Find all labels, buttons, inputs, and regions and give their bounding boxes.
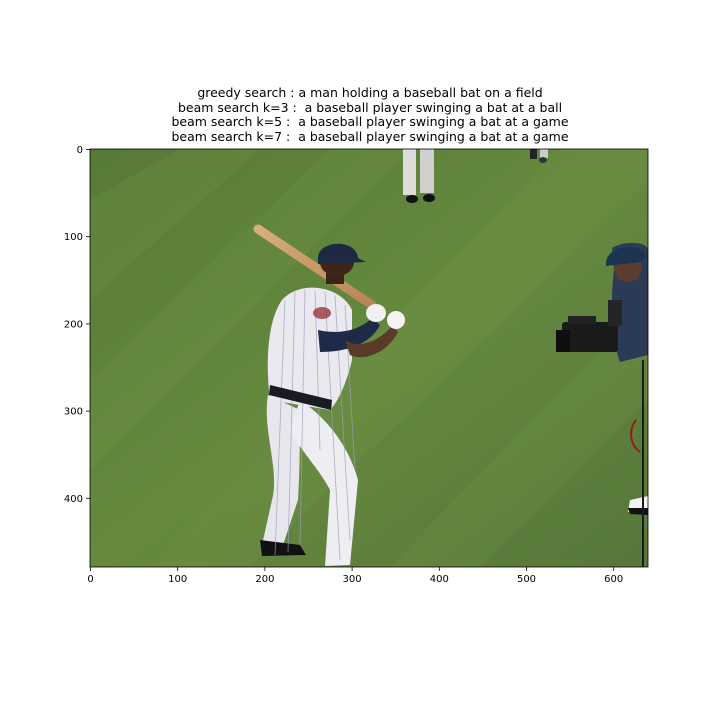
- x-tick-label: 0: [87, 574, 93, 585]
- caption-beam-k7: beam search k=7 : a baseball player swin…: [171, 128, 569, 144]
- y-tick-label: 100: [64, 232, 83, 243]
- background-figure-right: [530, 149, 548, 163]
- video-camera: [562, 322, 618, 352]
- jersey: [267, 287, 352, 410]
- y-tick-label: 0: [77, 145, 83, 156]
- x-tick-label: 100: [168, 574, 187, 585]
- cameraman: [556, 242, 648, 567]
- cap: [318, 243, 366, 264]
- caption-beam-k3: beam search k=3 : a baseball player swin…: [177, 99, 563, 115]
- x-tick-label: 400: [430, 574, 449, 585]
- grass-field: [90, 149, 648, 567]
- baseball-bat: [253, 224, 377, 310]
- background-player: [403, 149, 435, 203]
- x-tick-label: 200: [255, 574, 274, 585]
- y-tick-label: 400: [64, 494, 83, 505]
- y-tick-label: 300: [64, 407, 83, 418]
- y-axis: 0 100 200 300 400: [64, 145, 90, 505]
- x-tick-label: 300: [343, 574, 362, 585]
- photo: [90, 149, 648, 567]
- batter: [253, 224, 405, 566]
- y-tick-label: 200: [64, 319, 83, 330]
- axes-frame: [89, 148, 649, 568]
- caption-title: greedy search : a man holding a baseball…: [0, 85, 720, 144]
- caption-greedy: greedy search : a man holding a baseball…: [197, 85, 543, 100]
- caption-beam-k5: beam search k=5 : a baseball player swin…: [171, 114, 569, 130]
- x-axis: 0 100 200 300 400 500 600: [87, 567, 623, 585]
- x-tick-label: 500: [517, 574, 536, 585]
- x-tick-label: 600: [604, 574, 623, 585]
